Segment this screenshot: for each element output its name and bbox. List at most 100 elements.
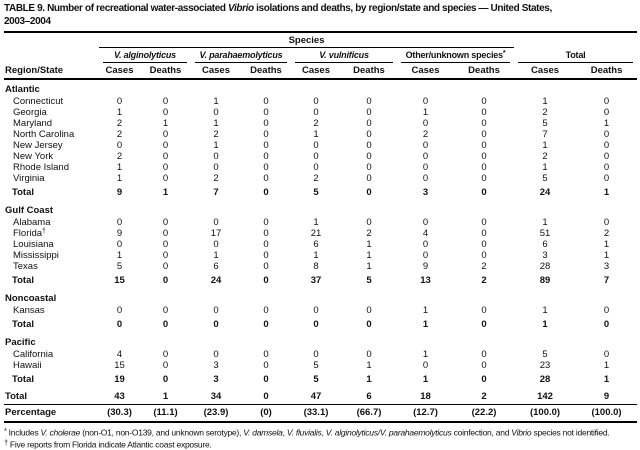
cell: 0 — [366, 173, 372, 184]
cell: 4 — [422, 228, 429, 239]
cell: 0 — [213, 151, 219, 162]
row-label: California — [13, 349, 54, 360]
cell: 13 — [420, 275, 431, 286]
cell: 5 — [542, 173, 548, 184]
footnote-text: V. cholerae — [40, 427, 81, 438]
table-row: Total 15 0 24 0 37 5 13 2 89 7 — [4, 272, 637, 289]
cell: 37 — [310, 275, 322, 286]
cell: 0 — [213, 162, 219, 173]
cell: 0 — [422, 140, 429, 151]
cell: 1 — [366, 239, 372, 250]
subheader-deaths: Deaths — [454, 63, 515, 80]
cell: 0 — [481, 360, 487, 371]
footnote-marker: * — [502, 50, 506, 57]
cell: 0 — [603, 162, 610, 173]
table-row: Total 9 1 7 0 5 0 3 0 24 1 — [4, 184, 637, 201]
cell: 15 — [114, 275, 125, 286]
cell: (0) — [241, 404, 291, 423]
cell: 51 — [539, 228, 551, 239]
group-label: V. parahaemolyticus — [199, 50, 283, 60]
row-label: New Jersey — [13, 140, 63, 151]
cell: 0 — [313, 162, 319, 173]
cell: 0 — [366, 305, 372, 316]
cell: (22.2) — [454, 404, 515, 423]
cell: 3 — [213, 374, 219, 385]
cell: 9 — [422, 261, 429, 272]
cell: 5 — [366, 275, 372, 286]
cell: 6 — [213, 261, 219, 272]
section-row: Pacific — [4, 333, 637, 349]
cell: (66.7) — [341, 404, 397, 423]
cell: 1 — [313, 129, 319, 140]
cell: 0 — [422, 250, 429, 261]
cell: 9 — [116, 228, 123, 239]
cell: 47 — [310, 391, 322, 402]
cell: 0 — [162, 151, 169, 162]
cell: 2 — [542, 107, 548, 118]
spacer-cell — [4, 48, 99, 64]
cell: 0 — [481, 239, 487, 250]
cell: 0 — [481, 349, 487, 360]
footnote: * Includes V. cholerae (non-O1, non-O139,… — [4, 426, 637, 438]
cell: 0 — [263, 374, 269, 385]
group-underline: V. alginolyticus — [103, 50, 187, 63]
cell: 4 — [116, 349, 123, 360]
cell: 0 — [213, 349, 219, 360]
cell: 0 — [422, 217, 429, 228]
cell: 1 — [542, 140, 548, 151]
cell: 0 — [263, 349, 269, 360]
cell: 1 — [366, 261, 372, 272]
cell: 0 — [263, 275, 269, 286]
title-species-italic: Vibrio — [228, 3, 254, 14]
row-label: Maryland — [13, 118, 53, 129]
cell: 89 — [539, 275, 551, 286]
table-row: Total 0 0 0 0 0 0 1 0 1 0 — [4, 316, 637, 333]
group-label: V. alginolyticus — [114, 50, 176, 60]
cell: 0 — [162, 239, 169, 250]
row-label: Louisiana — [13, 239, 54, 250]
cell: 0 — [422, 360, 429, 371]
cell: 0 — [481, 151, 487, 162]
cell: 0 — [603, 107, 610, 118]
cell: 2 — [481, 391, 487, 402]
section-header: Gulf Coast — [5, 205, 54, 216]
cell: 0 — [481, 305, 487, 316]
cell: 7 — [213, 187, 219, 198]
cell: 0 — [213, 305, 219, 316]
cell: 0 — [422, 118, 429, 129]
cell: 1 — [366, 250, 372, 261]
cell: 0 — [263, 360, 269, 371]
cell: 0 — [366, 96, 372, 107]
cell: 1 — [213, 118, 219, 129]
cell: 0 — [313, 96, 319, 107]
cell: 2 — [366, 228, 372, 239]
cell: 0 — [263, 217, 269, 228]
cell: 2 — [481, 275, 487, 286]
column-group: Total — [514, 48, 637, 63]
cell: 7 — [603, 275, 610, 286]
cell: (11.1) — [140, 404, 191, 423]
cell: 0 — [116, 305, 123, 316]
cell: 0 — [263, 261, 269, 272]
group-label: V. vulnificus — [319, 50, 369, 60]
cell: 0 — [481, 129, 487, 140]
cell: 0 — [603, 151, 610, 162]
cell: 0 — [366, 118, 372, 129]
row-label: Total — [12, 187, 34, 198]
cell: 17 — [210, 228, 222, 239]
cell: 0 — [603, 96, 610, 107]
cell: 0 — [213, 319, 219, 330]
row-label: Mississippi — [13, 250, 59, 261]
cell: 0 — [263, 129, 269, 140]
cell: 0 — [116, 239, 123, 250]
cell: 0 — [116, 140, 123, 151]
row-label: Total — [12, 374, 34, 385]
column-group: V. vulnificus — [291, 48, 397, 63]
cell: 6 — [542, 239, 548, 250]
cell: 1 — [422, 107, 429, 118]
cell: 1 — [313, 217, 319, 228]
row-label: Florida† — [13, 228, 46, 239]
table-row: Total 19 0 3 0 5 1 1 0 28 1 — [4, 371, 637, 388]
cell: 1 — [603, 239, 610, 250]
cell: 0 — [263, 96, 269, 107]
